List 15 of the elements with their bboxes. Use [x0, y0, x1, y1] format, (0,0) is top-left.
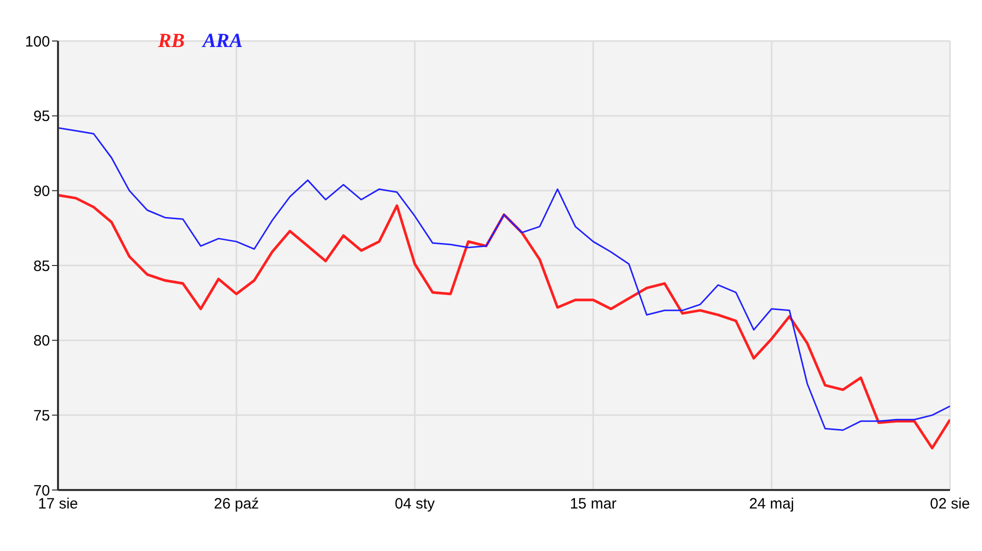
x-tick-label: 02 sie: [930, 496, 970, 513]
x-tick-label: 24 maj: [749, 496, 794, 513]
text: ARA: [202, 30, 243, 53]
line-series: [58, 194, 950, 450]
y-tick-label: 80: [33, 332, 50, 350]
x-tick-label: 26 paź: [214, 496, 259, 513]
x-tick-label: 04 sty: [394, 496, 436, 513]
text: RB: [158, 30, 185, 53]
y-tick-label: 75: [33, 407, 50, 424]
y-tick-label: 90: [33, 182, 50, 200]
y-tick-label: 85: [33, 258, 50, 275]
line-series: [58, 127, 950, 431]
x-tick-label: 15 mar: [570, 496, 617, 513]
y-tick-label: 100: [24, 33, 50, 50]
y-tick-label: 95: [33, 108, 50, 126]
